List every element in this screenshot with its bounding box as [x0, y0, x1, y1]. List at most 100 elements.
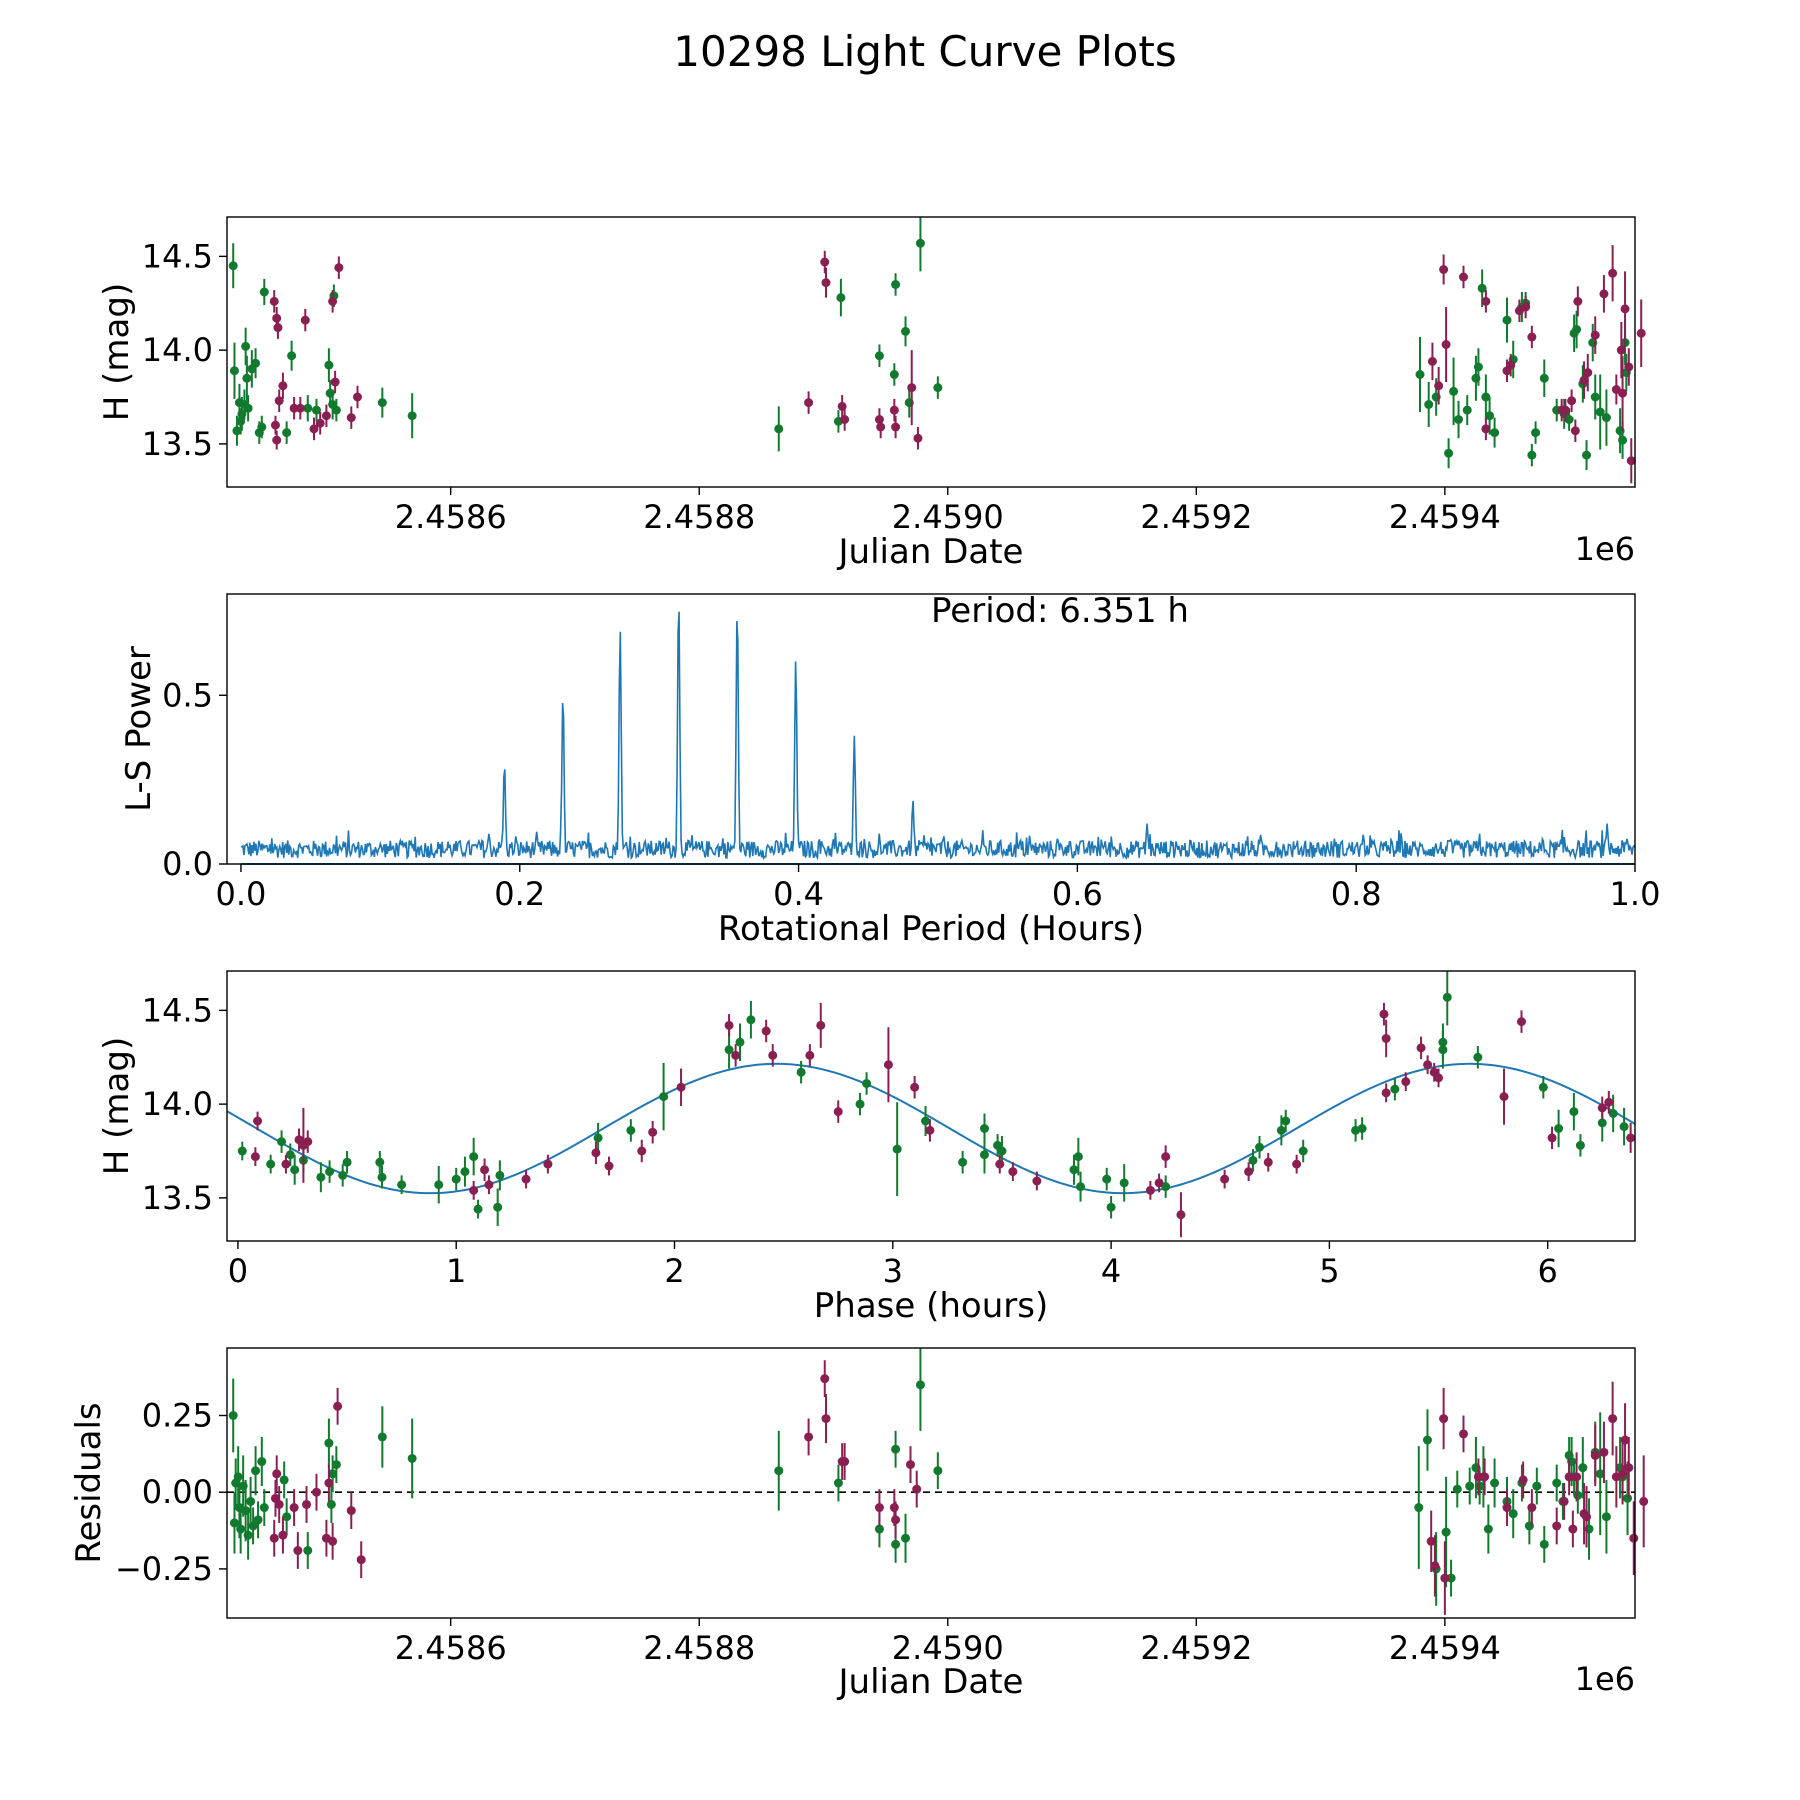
periodogram-y-label: L-S Power [119, 646, 159, 812]
data-point [241, 341, 251, 351]
data-point [1604, 1097, 1614, 1107]
data-point [1475, 1481, 1485, 1491]
data-point [1573, 296, 1583, 306]
residuals-panel: 2.4586 2.4588 2.4590 2.4592 2.4594 −0.25 0.00 0… [69, 1347, 1649, 1702]
data-point [1560, 405, 1570, 415]
data-point [591, 1148, 601, 1158]
data-point [1154, 1178, 1164, 1188]
periodogram-x-tick-label: 0.0 [215, 875, 266, 913]
data-point [891, 1539, 901, 1549]
data-point [229, 366, 239, 376]
data-point [1568, 1524, 1578, 1534]
data-point [1423, 1060, 1433, 1070]
lightcurve-ticks: 2.4586 2.4588 2.4590 2.4592 2.4594 13.5 14.0 14… [142, 237, 1501, 536]
periodogram-line [240, 611, 1636, 861]
data-point [1415, 370, 1425, 379]
data-point [266, 1159, 276, 1169]
data-point [434, 1180, 444, 1190]
data-point [316, 1172, 326, 1182]
data-point [876, 422, 886, 432]
data-point [269, 1533, 279, 1543]
data-point [1440, 1573, 1450, 1583]
residuals-y-tick-label: −0.25 [115, 1550, 213, 1588]
data-point [521, 1174, 531, 1184]
data-point [1477, 283, 1487, 293]
data-point [1539, 1539, 1549, 1549]
data-point [1575, 1140, 1585, 1150]
data-point [891, 422, 901, 432]
data-point [1572, 1472, 1582, 1482]
data-point [259, 1503, 269, 1513]
data-point [774, 424, 784, 434]
data-point [1564, 1472, 1574, 1482]
data-point [1485, 411, 1495, 421]
lightcurve-y-tick-label: 13.5 [142, 425, 213, 463]
data-point [804, 398, 814, 408]
data-point [1161, 1152, 1171, 1162]
data-point [1424, 400, 1434, 409]
data-point [820, 257, 830, 267]
data-point [907, 383, 917, 393]
data-point [1490, 428, 1500, 438]
data-point [855, 1099, 865, 1109]
data-point [1639, 1496, 1649, 1506]
data-point [1597, 1118, 1607, 1128]
data-point [1422, 1435, 1432, 1445]
periodogram-frame [226, 593, 1636, 865]
data-point [242, 373, 252, 383]
data-point [913, 433, 923, 443]
data-point [997, 1146, 1007, 1156]
data-point [469, 1152, 479, 1162]
phased-x-label: Phase (hours) [814, 1286, 1048, 1326]
periodogram-x-tick-label: 0.4 [773, 875, 824, 913]
data-point [1499, 1092, 1509, 1102]
data-point [874, 1503, 884, 1513]
data-point [889, 1503, 899, 1513]
data-point [397, 1180, 407, 1190]
data-point [232, 426, 242, 436]
data-point [1073, 1152, 1083, 1162]
data-point [1619, 1122, 1629, 1132]
data-point [1527, 1503, 1537, 1513]
data-point [281, 1159, 291, 1169]
data-point [1481, 296, 1491, 306]
data-point [724, 1045, 734, 1055]
data-point [1480, 1472, 1490, 1482]
data-point [352, 392, 362, 402]
periodogram-x-tick-label: 1.0 [1610, 875, 1661, 913]
data-point [1481, 424, 1491, 434]
data-point [1599, 1447, 1609, 1457]
data-point [473, 1204, 483, 1214]
data-point [933, 383, 943, 393]
phased-frame [226, 970, 1636, 1242]
phased-x-tick-label: 4 [1101, 1252, 1121, 1290]
data-point [1590, 392, 1600, 402]
data-point [1032, 1176, 1042, 1186]
data-point [1442, 992, 1452, 1002]
lightcurve-y-tick-label: 14.0 [142, 331, 213, 369]
data-point [761, 1026, 771, 1036]
data-point [451, 1174, 461, 1184]
data-point [1441, 340, 1451, 349]
data-point [1573, 1490, 1583, 1500]
data-point [295, 403, 305, 413]
data-point [1559, 1496, 1569, 1506]
data-point [1620, 304, 1630, 314]
data-point [1430, 1561, 1440, 1571]
data-point [243, 403, 253, 413]
lightcurve-x-tick-label: 2.4594 [1389, 498, 1501, 536]
residuals-y-label: Residuals [69, 1402, 109, 1563]
data-point [1554, 1124, 1564, 1133]
data-point [1506, 360, 1516, 370]
periodogram-y-tick-label: 0.0 [162, 845, 213, 883]
data-point [659, 1092, 669, 1102]
data-point [278, 381, 288, 391]
data-point [1521, 302, 1531, 312]
data-point [1518, 1475, 1528, 1485]
data-point [375, 1157, 385, 1167]
periodogram-x-label: Rotational Period (Hours) [718, 909, 1144, 949]
data-point [676, 1082, 686, 1092]
data-point [243, 1530, 253, 1540]
data-point [883, 1060, 893, 1070]
